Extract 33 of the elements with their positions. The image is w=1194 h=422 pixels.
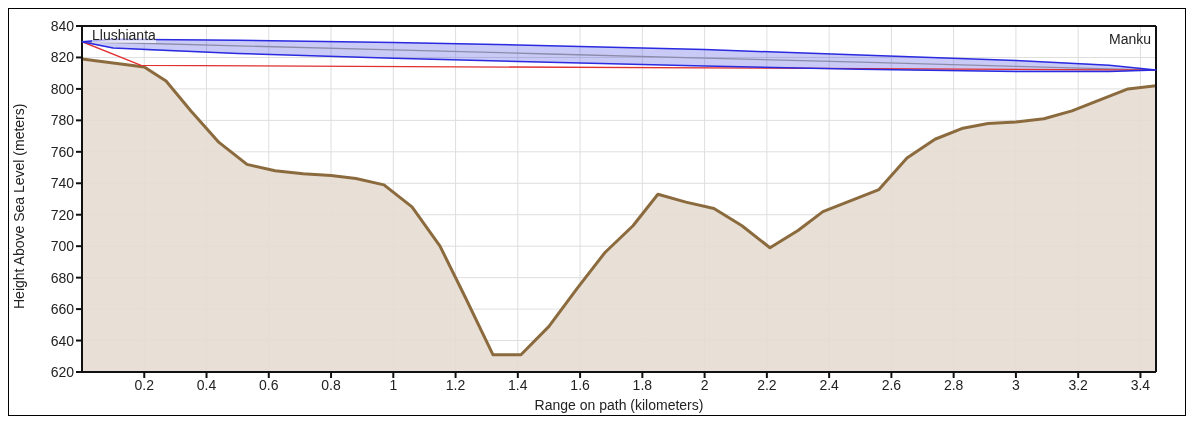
- annotation: Manku: [1108, 31, 1151, 47]
- annotation: Llushianta: [92, 27, 156, 43]
- x-tick-label: 2.4: [819, 376, 840, 393]
- y-tick-label: 700: [50, 238, 75, 255]
- x-tick-label: 3.4: [1130, 376, 1151, 393]
- x-tick-label: 1.4: [508, 376, 528, 393]
- x-axis-title: Range on path (kilometers): [534, 397, 704, 413]
- x-tick-label: 0.8: [321, 376, 341, 393]
- x-tick-label: 3: [1012, 376, 1021, 393]
- y-tick-label: 760: [50, 143, 75, 160]
- y-tick-label: 800: [50, 80, 75, 97]
- y-tick-label: 820: [50, 49, 75, 66]
- y-axis-title: Height Above Sea Level (meters): [10, 103, 27, 309]
- x-tick-label: 2.8: [943, 376, 964, 393]
- y-tick-label: 660: [50, 301, 75, 318]
- x-tick-label: 1.8: [632, 376, 653, 393]
- y-tick-label: 740: [50, 175, 75, 192]
- x-tick-label: 1: [389, 376, 398, 393]
- y-tick-label: 780: [50, 112, 75, 129]
- x-tick-label: 0.4: [196, 376, 217, 393]
- y-tick-label: 620: [50, 363, 75, 380]
- x-tick-label: 1.6: [570, 376, 591, 393]
- y-tick-label: 680: [50, 269, 75, 286]
- y-tick-label: 640: [50, 332, 75, 349]
- x-tick-label: 2.6: [881, 376, 902, 393]
- x-tick-label: 2.2: [757, 376, 777, 393]
- y-tick-label: 840: [50, 17, 75, 34]
- x-tick-label: 0.6: [259, 376, 279, 393]
- x-tick-label: 3.2: [1068, 376, 1089, 393]
- x-tick-label: 0.2: [134, 376, 155, 393]
- x-tick-label: 1.2: [445, 376, 466, 393]
- x-tick-label: 2: [700, 376, 709, 393]
- y-tick-label: 720: [50, 206, 75, 223]
